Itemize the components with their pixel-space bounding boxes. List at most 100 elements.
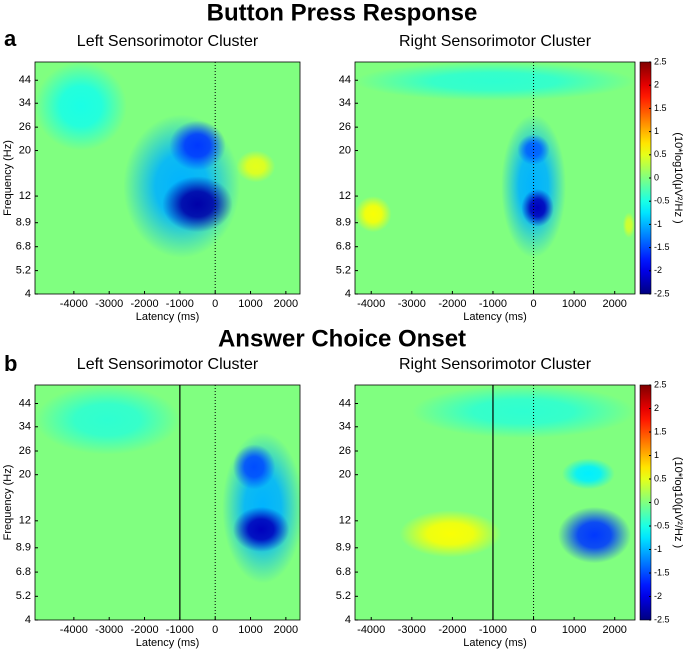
colorbar-tick-label: 1.5 [654, 103, 667, 113]
x-tick-label: -1000 [166, 298, 194, 310]
heatmap-blob [236, 150, 276, 183]
colorbar-tick-label: -1 [654, 544, 662, 554]
y-tick-label: 5.2 [336, 590, 351, 602]
panel-title: Answer Choice Onset [218, 325, 466, 352]
x-axis-label: Latency (ms) [463, 311, 527, 323]
colorbar-tick-label: 1 [654, 126, 659, 136]
colorbar-tick-label: 1.5 [654, 426, 667, 436]
y-tick-label: 26 [19, 121, 31, 133]
x-tick-label: 0 [530, 298, 536, 310]
heatmap-blob [162, 176, 233, 233]
y-tick-label: 44 [339, 397, 351, 409]
colorbar-tick-label: -0.5 [654, 196, 670, 206]
heatmap-blob [501, 114, 567, 258]
y-tick-label: 8.9 [16, 542, 31, 554]
colorbar-tick-label: -2 [654, 265, 662, 275]
x-tick-label: -3000 [95, 298, 123, 310]
heatmap-blob [355, 62, 635, 101]
y-tick-label: 5.2 [16, 265, 31, 277]
y-tick-label: 6.8 [16, 566, 31, 578]
colorbar-tick-label: 2 [654, 80, 659, 90]
heatmap-blob [521, 188, 554, 227]
y-tick-label: 26 [339, 121, 351, 133]
colorbar-tick-label: -1.5 [654, 567, 670, 577]
colorbar-tick-label: 2.5 [654, 379, 667, 389]
x-tick-label: -3000 [95, 624, 123, 636]
y-tick-label: 12 [339, 190, 351, 202]
x-tick-label: 1000 [562, 624, 586, 636]
subplot-title: Left Sensorimotor Cluster [77, 33, 259, 50]
x-tick-label: -2000 [438, 298, 466, 310]
y-tick-label: 4 [25, 614, 31, 626]
y-axis-label: Frequency (Hz) [2, 140, 14, 216]
x-tick-label: 0 [530, 624, 536, 636]
heatmap [355, 385, 635, 620]
heatmap-background [355, 62, 635, 294]
x-tick-label: 2000 [602, 624, 626, 636]
y-tick-label: 34 [339, 421, 351, 433]
plot-frame [34, 61, 301, 295]
colorbar-tick-label: 0 [654, 172, 659, 182]
heatmap-blob [399, 510, 502, 558]
colorbar-tick-label: -2.5 [654, 614, 670, 624]
colorbar-tick-label: -1.5 [654, 242, 670, 252]
panel-letter: a [4, 26, 17, 51]
x-tick-label: 0 [212, 298, 218, 310]
colorbar-label: (10*log10(μV²/Hz ) [672, 457, 684, 548]
y-tick-label: 4 [25, 288, 31, 300]
x-tick-label: 1000 [238, 624, 262, 636]
y-tick-label: 5.2 [16, 590, 31, 602]
y-tick-label: 6.8 [16, 241, 31, 253]
colorbar-tick-label: -1 [654, 219, 662, 229]
heatmap-blob [411, 385, 635, 439]
x-tick-label: -1000 [479, 624, 507, 636]
plot-frame [354, 384, 636, 621]
x-tick-label: -3000 [398, 624, 426, 636]
heatmap-blob [232, 506, 290, 552]
y-tick-label: 20 [19, 469, 31, 481]
heatmap [35, 62, 300, 294]
y-tick-label: 5.2 [336, 265, 351, 277]
y-tick-label: 20 [339, 144, 351, 156]
colorbar-tick-label: 0.5 [654, 149, 667, 159]
heatmap-blob [622, 212, 635, 238]
heatmap-blob [355, 196, 392, 233]
x-tick-label: 2000 [274, 624, 298, 636]
x-tick-label: -4000 [60, 298, 88, 310]
y-tick-label: 12 [19, 515, 31, 527]
colorbar-tick-label: 2.5 [654, 56, 667, 66]
x-tick-label: 1000 [562, 298, 586, 310]
x-axis-label: Latency (ms) [136, 637, 200, 649]
heatmap-blob [169, 120, 226, 171]
heatmap [35, 385, 300, 620]
colorbar-tick-label: 0 [654, 497, 659, 507]
y-tick-label: 44 [19, 397, 31, 409]
x-tick-label: -2000 [438, 624, 466, 636]
heatmap [355, 62, 635, 294]
colorbar-tick-label: -2 [654, 591, 662, 601]
y-tick-label: 34 [339, 97, 351, 109]
x-tick-label: -4000 [357, 298, 385, 310]
x-tick-label: -4000 [357, 624, 385, 636]
y-tick-label: 20 [19, 144, 31, 156]
colorbar-tick-label: -2.5 [654, 288, 670, 298]
y-tick-label: 44 [19, 74, 31, 86]
y-tick-label: 8.9 [336, 217, 351, 229]
colorbar-tick-label: 1 [654, 450, 659, 460]
x-tick-label: -2000 [130, 298, 158, 310]
y-tick-label: 4 [345, 614, 351, 626]
x-tick-label: -2000 [130, 624, 158, 636]
plot-frame [34, 384, 301, 621]
y-tick-label: 6.8 [336, 241, 351, 253]
x-axis-label: Latency (ms) [463, 637, 527, 649]
heatmap-blob [557, 506, 631, 564]
y-tick-label: 20 [339, 469, 351, 481]
x-tick-label: -3000 [398, 298, 426, 310]
x-tick-label: 2000 [274, 298, 298, 310]
colorbar-tick-label: -0.5 [654, 520, 670, 530]
heatmap-blob [561, 458, 615, 490]
panel-letter: b [4, 351, 17, 376]
subplot-title: Right Sensorimotor Cluster [399, 356, 592, 373]
heatmap-blob [232, 444, 276, 490]
